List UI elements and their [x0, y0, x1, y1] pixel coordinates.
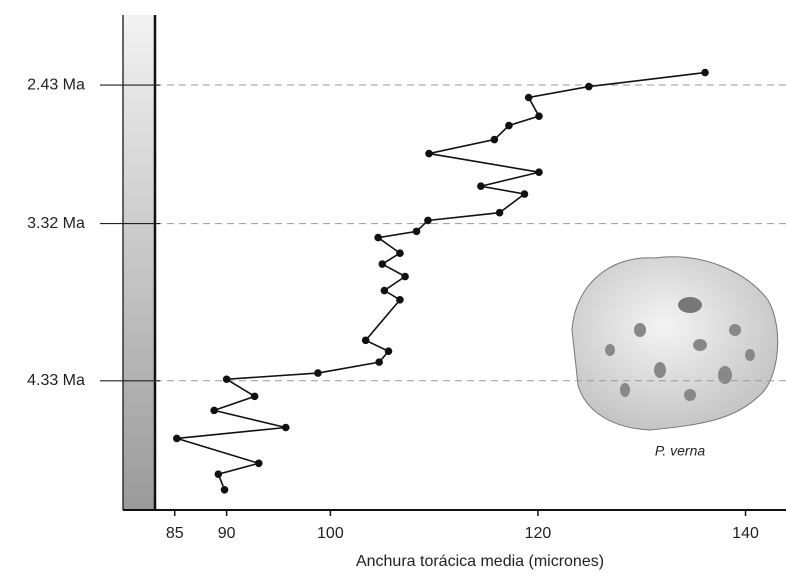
data-point — [495, 208, 504, 217]
y-tick-label: 2.43 Ma — [27, 76, 85, 93]
data-point — [375, 358, 383, 366]
data-point — [361, 336, 370, 345]
data-point — [505, 121, 513, 130]
data-point — [477, 182, 485, 191]
data-point — [396, 249, 404, 257]
data-point — [396, 296, 404, 304]
data-point — [524, 93, 533, 102]
annotation: P. verna — [655, 443, 706, 459]
data-point — [384, 347, 393, 356]
data-point — [401, 272, 409, 281]
y-tick-label: 3.32 Ma — [27, 215, 85, 232]
data-point — [374, 233, 382, 242]
data-point — [535, 168, 543, 177]
x-tick-label: 120 — [525, 525, 552, 542]
fossil-illustration — [571, 256, 779, 431]
x-tick-label: 100 — [317, 525, 344, 542]
x-tick-label: 140 — [732, 525, 759, 542]
data-point — [412, 227, 421, 236]
data-point — [254, 459, 263, 468]
data-point — [585, 82, 593, 91]
data-point — [210, 406, 218, 415]
data-point — [314, 369, 322, 377]
data-point — [250, 392, 259, 401]
data-point — [220, 485, 229, 494]
data-point — [535, 112, 543, 120]
y-tick-label: 4.33 Ma — [27, 372, 85, 389]
data-point — [378, 260, 387, 268]
data-point — [222, 375, 231, 384]
data-point — [424, 216, 432, 225]
data-point — [281, 423, 290, 432]
x-tick-label: 90 — [218, 525, 236, 542]
time-bar — [123, 15, 155, 510]
x-tick-label: 85 — [166, 525, 184, 542]
data-point — [172, 434, 181, 443]
data-point — [490, 135, 499, 144]
data-point — [214, 470, 223, 478]
data-point — [520, 190, 529, 198]
data-point — [425, 149, 433, 158]
x-axis-label: Anchura torácica media (micrones) — [356, 553, 604, 570]
data-point — [380, 286, 389, 295]
data-point — [701, 68, 709, 77]
